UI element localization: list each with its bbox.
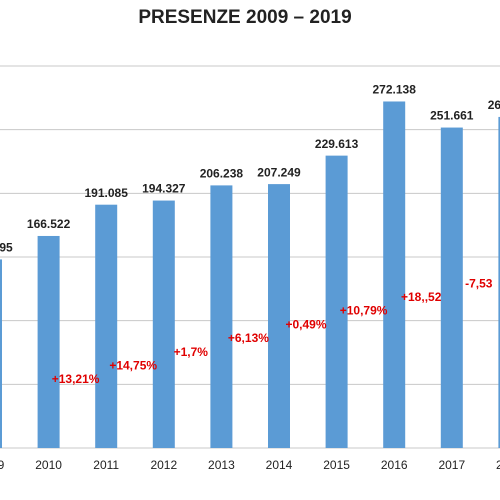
value-label: 207.249 (257, 165, 301, 179)
bar (440, 127, 463, 448)
growth-annotation: +13,21% (52, 372, 100, 386)
x-tick-label: 2018 (496, 458, 500, 472)
x-tick-label: 2012 (150, 458, 177, 472)
value-label: 251.661 (430, 109, 474, 123)
bar (37, 235, 60, 448)
bar (210, 185, 233, 449)
x-tick-label: 2015 (323, 458, 350, 472)
bar (325, 155, 348, 449)
value-label: 166.522 (27, 217, 71, 231)
value-label: 260.000 (488, 98, 500, 112)
bar (498, 116, 500, 448)
growth-annotation: +0,49% (285, 317, 326, 331)
growth-annotation: +6,13% (228, 331, 269, 345)
growth-annotation: +18,,52 (401, 290, 442, 304)
value-label: 229.613 (315, 137, 359, 151)
x-tick-label: 2017 (438, 458, 465, 472)
x-tick-label: 2013 (208, 458, 235, 472)
value-label: 272.138 (373, 83, 417, 97)
value-label: 191.085 (85, 186, 129, 200)
growth-annotation: +14,75% (109, 358, 157, 372)
x-tick-label: 2009 (0, 458, 5, 472)
bar (0, 259, 2, 448)
growth-annotation: +1,7% (174, 345, 209, 359)
value-label: 148.095 (0, 241, 13, 255)
bar (383, 101, 406, 449)
x-tick-label: 2010 (35, 458, 62, 472)
value-label: 206.238 (200, 167, 244, 181)
bar (152, 200, 175, 448)
growth-annotation: -7,53 (465, 276, 493, 290)
x-tick-label: 2011 (93, 458, 119, 472)
bar (95, 204, 118, 448)
value-label: 194.327 (142, 182, 186, 196)
x-tick-label: 2014 (266, 458, 293, 472)
bar (268, 184, 290, 448)
x-tick-label: 2016 (381, 458, 408, 472)
growth-annotation: +10,79% (340, 304, 388, 318)
chart-title: PRESENZE 2009 – 2019 (138, 7, 351, 28)
